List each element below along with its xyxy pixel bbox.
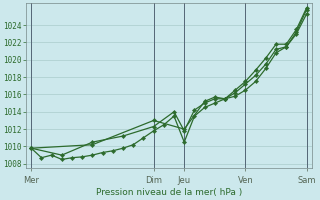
X-axis label: Pression niveau de la mer( hPa ): Pression niveau de la mer( hPa )	[96, 188, 242, 197]
